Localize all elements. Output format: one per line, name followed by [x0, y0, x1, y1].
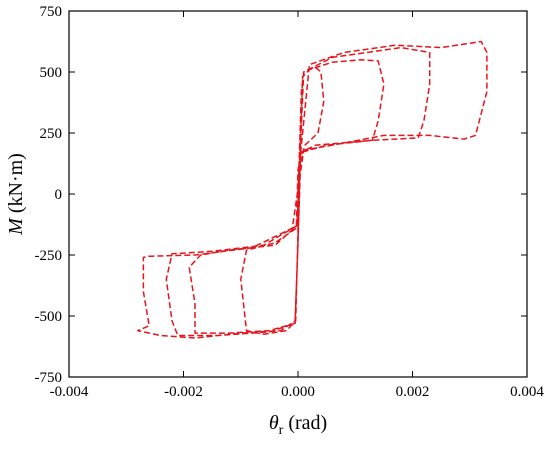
- y-tick-label: -750: [35, 370, 63, 386]
- series-layer: [136, 40, 488, 339]
- x-tick-label: 0.000: [281, 384, 315, 400]
- y-axis-unit: (kN·m): [5, 153, 27, 218]
- x-tick-label: -0.004: [50, 384, 89, 400]
- y-tick-label: -250: [35, 248, 63, 264]
- x-axis-subscript: r: [279, 423, 284, 438]
- y-axis-symbol: M: [5, 217, 27, 236]
- x-tick-label: -0.002: [164, 384, 203, 400]
- y-tick-label: -500: [35, 309, 63, 325]
- y-tick-label: 750: [40, 4, 63, 20]
- x-tick-label: 0.004: [510, 384, 544, 400]
- y-tick-label: 0: [55, 187, 63, 203]
- y-tick-label: 250: [40, 126, 63, 142]
- x-axis-title: θr (rad): [269, 412, 327, 438]
- x-tick-label: 0.002: [396, 384, 430, 400]
- y-ticks: -750 -500 -250 0 250 500 750: [35, 4, 527, 386]
- x-axis-symbol: θ: [269, 412, 279, 434]
- x-axis-unit: (rad): [283, 412, 327, 434]
- x-ticks: -0.004 -0.002 0.000 0.002 0.004: [50, 11, 544, 400]
- hysteresis-curve: [136, 40, 488, 339]
- y-tick-label: 500: [40, 65, 63, 81]
- y-axis-title: M (kN·m): [5, 153, 27, 236]
